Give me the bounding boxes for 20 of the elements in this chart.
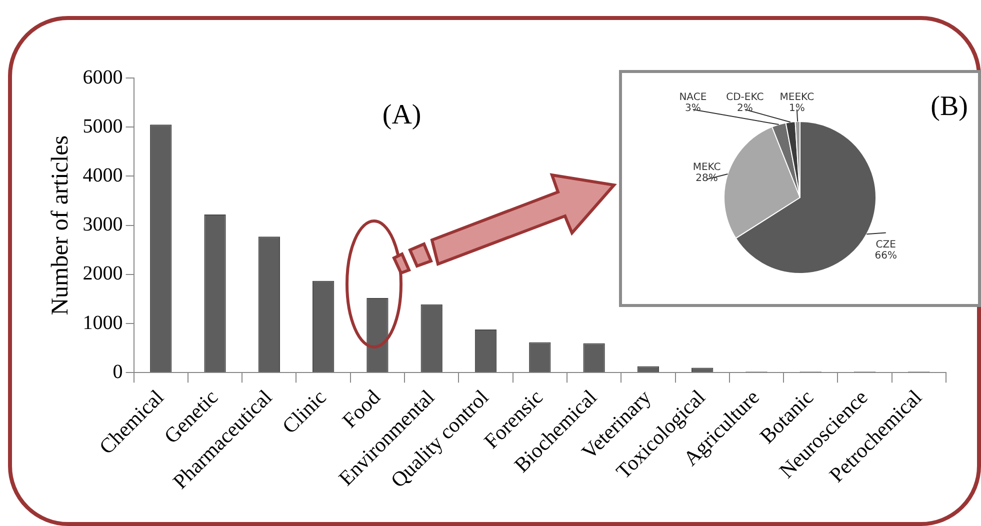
- text: (A): [382, 99, 422, 130]
- slice-label: CD-EKC: [726, 92, 764, 104]
- y-tick-label: 3000: [82, 214, 123, 236]
- y-tick-label: 4000: [82, 164, 123, 186]
- data-label: 1%: [788, 103, 805, 114]
- y-tick-label: 2000: [82, 262, 123, 285]
- y-tick-label: 6000: [82, 66, 123, 88]
- y-tick-label: 1000: [82, 312, 123, 334]
- data-label: 2%: [736, 103, 753, 114]
- slice-label: CZE: [876, 239, 896, 250]
- y-tick-label: 5000: [82, 115, 123, 138]
- chart-title: (B): [930, 91, 968, 123]
- y-axis-title: Number of articles: [48, 135, 74, 316]
- data-label: 3%: [684, 103, 701, 114]
- y-tick-label: 0: [112, 360, 123, 383]
- slice-label: MEKC: [692, 162, 721, 173]
- slice-label: NACE: [679, 92, 707, 104]
- data-label: 28%: [696, 172, 718, 184]
- data-label: 66%: [874, 250, 897, 262]
- slice-label: MEEKC: [780, 92, 814, 104]
